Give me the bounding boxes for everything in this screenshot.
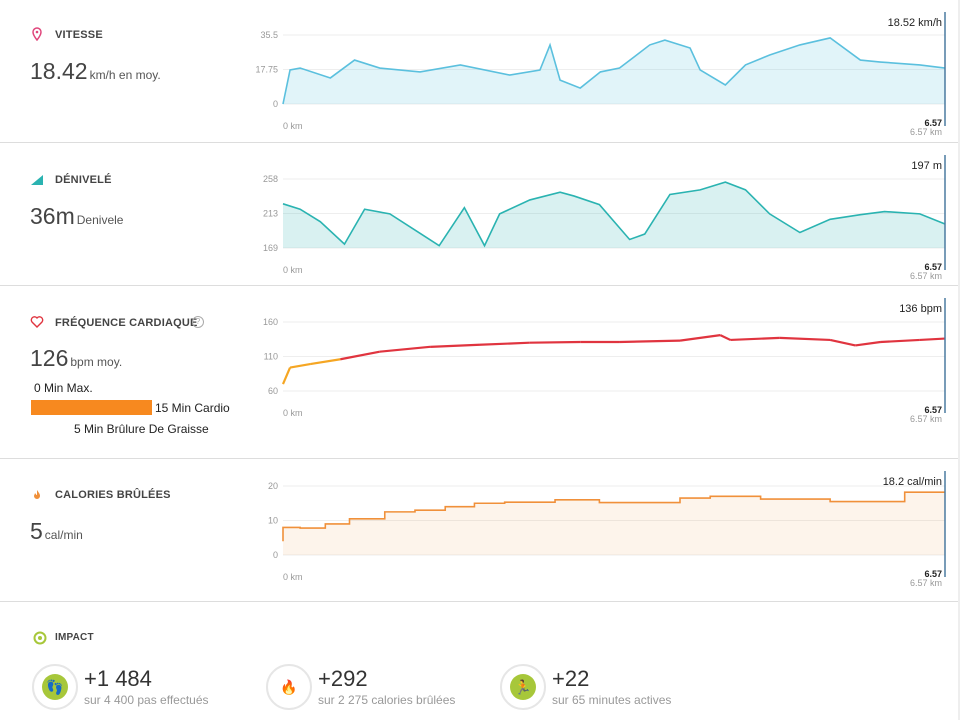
- active-minutes-badge: 🏃: [500, 664, 546, 710]
- end-value-label: 6.57: [924, 405, 942, 415]
- current-value-label: 18.2 cal/min: [883, 476, 942, 488]
- heart-icon: [30, 316, 44, 328]
- zone-max-label: 0 Min Max.: [34, 381, 93, 395]
- elevation-icon: [31, 175, 43, 185]
- end-value-label: 6.57: [924, 569, 942, 579]
- location-pin-icon: [32, 27, 42, 41]
- heart-rate-segment: [919, 337, 946, 342]
- footsteps-icon: 👣: [42, 674, 68, 700]
- y-tick-label: 20: [268, 481, 278, 491]
- help-icon[interactable]: ?: [192, 316, 204, 328]
- elevation-value: 36m Denivele: [30, 203, 124, 229]
- elevation-panel: DÉNIVELÉ 36m Denivele 258 213 169 197 m 6.57 6…: [0, 143, 958, 286]
- calories-value: 5 cal/min: [30, 518, 83, 544]
- heart-rate-segment: [479, 341, 530, 346]
- heart-rate-segment: [310, 358, 341, 366]
- current-value-label: 197 m: [911, 160, 942, 172]
- heart-rate-segment: [779, 336, 831, 342]
- heart-rate-segment: [289, 363, 311, 369]
- impact-steps-label: sur 4 400 pas effectués: [84, 693, 209, 707]
- scrollbar[interactable]: [958, 0, 960, 720]
- calories-title: CALORIES BRÛLÉES: [55, 489, 171, 501]
- y-tick-label: 0: [273, 99, 278, 109]
- current-value-label: 18.52 km/h: [888, 17, 942, 29]
- speed-value: 18.42 km/h en moy.: [30, 58, 161, 84]
- y-tick-label: 160: [263, 317, 278, 327]
- heart-rate-segment: [619, 339, 681, 344]
- elevation-chart[interactable]: 258 213 169 197 m 6.576.57 km 0 km: [250, 143, 960, 285]
- zone-fat-burn-label: 5 Min Brûlure De Graisse: [74, 422, 209, 436]
- flame-icon: [34, 490, 40, 499]
- heart-rate-chart[interactable]: 160 110 60 136 bpm 6.576.57 km 0 km: [250, 286, 960, 458]
- impact-steps-value: +1 484: [84, 666, 152, 691]
- impact-title: IMPACT: [55, 632, 94, 643]
- calories-chart[interactable]: 20 10 0 18.2 cal/min 6.576.57 km 0 km: [250, 459, 960, 601]
- elevation-line: [282, 181, 946, 248]
- y-tick-label: 0: [273, 550, 278, 560]
- heart-rate-segment: [430, 343, 480, 348]
- heart-rate-panel: FRÉQUENCE CARDIAQUE ? 126 bpm moy. 160 110…: [0, 286, 958, 459]
- calories-panel: CALORIES BRÛLÉES 5 cal/min 20 10 0 18.2 cal/…: [0, 459, 958, 602]
- heart-rate-segment: [880, 338, 920, 344]
- x-start-label: 0 km: [283, 408, 303, 418]
- speed-panel: VITESSE 18.42 km/h en moy. 35.5 17.75 0 18.5…: [0, 0, 958, 143]
- heart-rate-segment: [719, 334, 731, 341]
- cardio-zone-bar: [31, 400, 152, 415]
- current-value-label: 136 bpm: [899, 303, 942, 315]
- y-tick-label: 60: [268, 386, 278, 396]
- y-tick-label: 213: [263, 209, 278, 219]
- heart-rate-value: 126 bpm moy.: [30, 345, 123, 371]
- y-tick-label: 17.75: [255, 65, 278, 75]
- elevation-title: DÉNIVELÉ: [55, 174, 112, 186]
- x-end-label: 6.57 km: [910, 127, 942, 137]
- zone-cardio-label: 15 Min Cardio: [155, 401, 230, 415]
- impact-active-value: +22: [552, 666, 590, 691]
- speed-title: VITESSE: [55, 29, 103, 41]
- end-value-label: 6.57: [924, 262, 942, 272]
- x-start-label: 0 km: [283, 265, 303, 275]
- speed-line: [282, 37, 946, 105]
- impact-calories-label: sur 2 275 calories brûlées: [318, 693, 456, 707]
- heart-rate-segment: [829, 338, 856, 347]
- y-tick-label: 110: [264, 352, 278, 362]
- end-value-label: 6.57: [924, 118, 942, 128]
- x-start-label: 0 km: [283, 121, 303, 131]
- heart-rate-segment: [529, 340, 581, 344]
- heart-rate-segment: [281, 367, 292, 385]
- heart-rate-segment: [730, 336, 780, 342]
- runner-icon: 🏃: [510, 674, 536, 700]
- impact-calories-value: +292: [318, 666, 368, 691]
- heart-rate-title: FRÉQUENCE CARDIAQUE: [55, 317, 198, 329]
- y-tick-label: 169: [263, 243, 278, 253]
- y-tick-label: 10: [268, 516, 278, 526]
- target-icon: [33, 631, 47, 645]
- footsteps-badge: 👣: [32, 664, 78, 710]
- speed-chart[interactable]: 35.5 17.75 0 18.52 km/h 6.576.57 km 0 km: [250, 0, 960, 142]
- calories-area: [283, 492, 945, 555]
- heart-rate-segment: [855, 340, 881, 347]
- elevation-area: [283, 182, 945, 248]
- heart-rate-segment: [679, 334, 721, 342]
- heart-rate-segment: [340, 350, 380, 361]
- heart-rate-segment: [379, 345, 431, 353]
- x-end-label: 6.57 km: [910, 414, 942, 424]
- speed-area: [283, 37, 945, 104]
- x-start-label: 0 km: [283, 572, 303, 582]
- flame-icon: 🔥: [276, 674, 302, 700]
- x-end-label: 6.57 km: [910, 578, 942, 588]
- impact-active-label: sur 65 minutes actives: [552, 693, 672, 707]
- y-tick-label: 35.5: [260, 30, 278, 40]
- y-tick-label: 258: [263, 174, 278, 184]
- x-end-label: 6.57 km: [910, 271, 942, 281]
- calories-badge: 🔥: [266, 664, 312, 710]
